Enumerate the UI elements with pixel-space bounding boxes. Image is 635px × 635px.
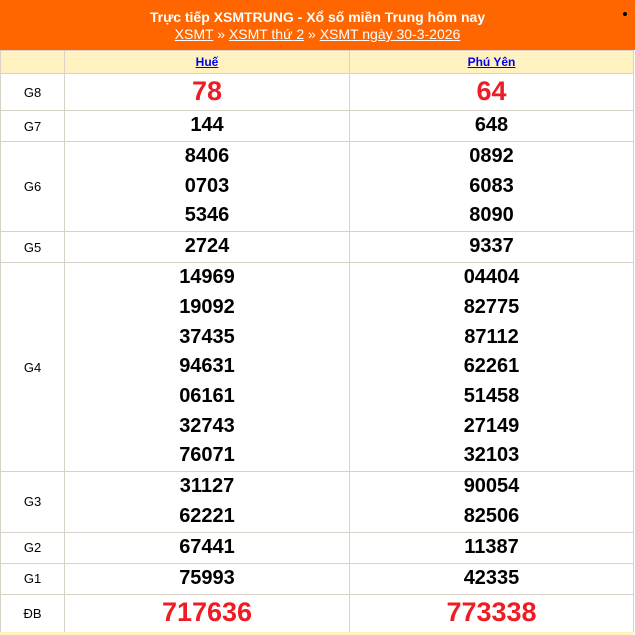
prize-number: 144 (190, 114, 224, 137)
prize-cell: 75993 (64, 562, 350, 595)
prize-row: G2 67441 11387 (0, 531, 634, 564)
prize-row: G1 75993 42335 (0, 562, 634, 595)
prize-number: 14969 (179, 266, 235, 289)
prize-cell: 31127 62221 (64, 471, 350, 533)
prize-number: 31127 (179, 475, 235, 498)
prize-number: 8406 (184, 145, 230, 167)
prize-cell: 2724 (64, 231, 350, 264)
prize-number: 06161 (179, 384, 235, 407)
prize-number: 62261 (463, 355, 520, 378)
prize-number: 87112 (464, 325, 519, 348)
prize-cell: 0892 6083 8090 (349, 140, 634, 233)
prize-number: 90054 (463, 475, 520, 498)
prize-row: G3 31127 62221 90054 82506 (0, 471, 634, 533)
prize-cell: 90054 82506 (349, 471, 634, 533)
prize-number: 5346 (184, 204, 230, 227)
prize-cell: 04404 82775 87112 62261 51458 27149 32103 (349, 262, 634, 473)
prize-label: G8 (0, 73, 65, 111)
prize-row: ĐB 717636 773338 (0, 593, 634, 635)
prize-cell: 11387 (349, 531, 634, 564)
prize-cell: 9337 (349, 231, 634, 264)
prize-row: G4 14969 19092 37435 94631 06161 32743 76071 044… (0, 262, 634, 473)
prize-label: ĐB (0, 593, 65, 635)
prize-header (0, 50, 65, 74)
prize-number: 78 (191, 76, 223, 107)
breadcrumb-xsmt[interactable]: XSMT (174, 26, 214, 42)
prize-label: G3 (0, 471, 65, 533)
prize-number: 717636 (161, 597, 253, 628)
prize-label: G1 (0, 562, 65, 595)
prize-label: G2 (0, 531, 65, 564)
prize-number: 62221 (179, 504, 235, 527)
prize-number: 2724 (184, 235, 230, 258)
prize-row: G5 2724 9337 (0, 231, 634, 264)
prize-number: 82775 (463, 295, 520, 318)
results-table: Huế Phú Yên G8 78 64 G7 144 648 G6 8406 0703 5346… (0, 50, 634, 635)
prize-number: 9337 (469, 235, 514, 258)
prize-cell: 14969 19092 37435 94631 06161 32743 76071 (64, 262, 350, 473)
prize-number: 37435 (179, 325, 235, 348)
prize-number: 8090 (469, 204, 514, 227)
prize-number: 75993 (179, 566, 235, 589)
prize-row: G7 144 648 (0, 110, 634, 142)
dot-icon (623, 12, 627, 16)
prize-label: G4 (0, 262, 65, 473)
prize-number: 67441 (179, 535, 235, 558)
prize-number: 0703 (184, 174, 230, 197)
prize-row: G8 78 64 (0, 73, 634, 111)
prize-number: 64 (476, 76, 507, 107)
prize-number: 6083 (469, 174, 514, 197)
prize-number: 32743 (179, 414, 235, 437)
prize-number: 51458 (463, 384, 520, 407)
prize-label: G7 (0, 110, 65, 142)
breadcrumb: XSMT » XSMT thứ 2 » XSMT ngày 30-3-2026 (174, 26, 461, 42)
page-header: Trực tiếp XSMTRUNG - Xổ số miền Trung hô… (0, 0, 635, 50)
prize-cell: 42335 (349, 562, 634, 595)
prize-cell: 773338 (349, 593, 634, 635)
prize-cell: 78 (64, 73, 350, 111)
prize-number: 94631 (179, 355, 235, 378)
prize-number: 648 (474, 114, 509, 137)
breadcrumb-xsmt-thu-2[interactable]: XSMT thứ 2 (228, 26, 305, 42)
prize-number: 32103 (463, 444, 520, 467)
province-link-phu-yen[interactable]: Phú Yên (467, 55, 516, 69)
prize-cell: 648 (349, 110, 634, 142)
prize-number: 04404 (463, 266, 520, 289)
prize-cell: 8406 0703 5346 (64, 140, 350, 233)
prize-number: 0892 (469, 145, 514, 167)
prize-cell: 717636 (64, 593, 350, 635)
prize-cell: 64 (349, 73, 634, 111)
prize-number: 42335 (463, 566, 520, 589)
prize-cell: 144 (64, 110, 350, 142)
prize-number: 82506 (463, 504, 520, 527)
prize-number: 11387 (464, 535, 519, 558)
page-title: Trực tiếp XSMTRUNG - Xổ số miền Trung hô… (149, 9, 486, 25)
prize-label: G5 (0, 231, 65, 264)
prize-row: G6 8406 0703 5346 0892 6083 8090 (0, 140, 634, 233)
prize-number: 773338 (446, 597, 537, 628)
prize-number: 19092 (179, 295, 235, 318)
prize-label: G6 (0, 140, 65, 233)
breadcrumb-xsmt-date[interactable]: XSMT ngày 30-3-2026 (319, 26, 461, 42)
prize-cell: 67441 (64, 531, 350, 564)
prize-number: 27149 (463, 414, 520, 437)
province-link-hue[interactable]: Huế (195, 55, 219, 69)
prize-number: 76071 (179, 444, 235, 467)
